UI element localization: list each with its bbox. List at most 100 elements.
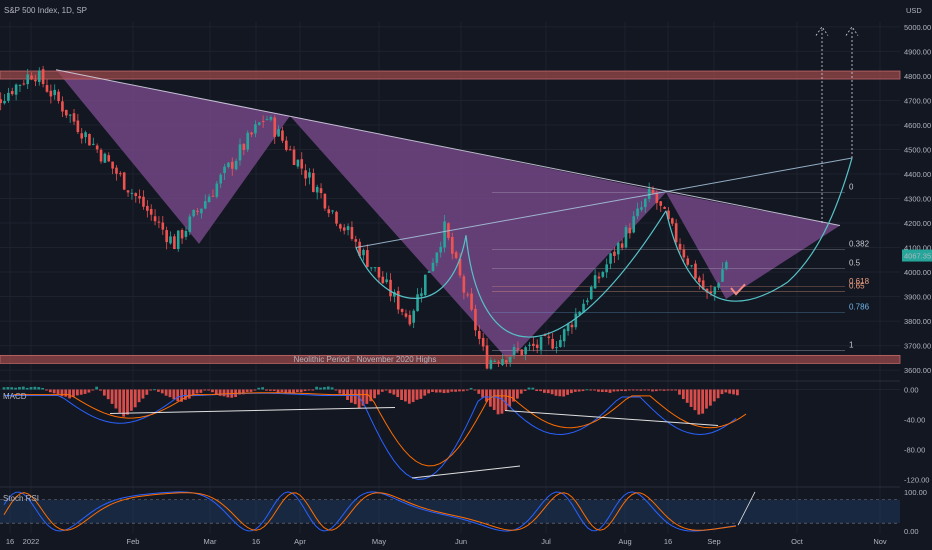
macd-bar xyxy=(21,386,25,390)
candle-body xyxy=(412,310,415,323)
macd-bar xyxy=(330,387,334,390)
time-tick-label: Sep xyxy=(707,537,720,546)
macd-bar xyxy=(473,389,477,391)
macd-bar xyxy=(157,389,160,392)
candle-body xyxy=(327,209,331,214)
time-axis: 16 2022 Feb Mar 16 Apr May Jun Jul Aug 16 Sep Oct Nov xyxy=(6,537,887,546)
candle-body xyxy=(10,91,14,95)
price-tick-label: 4800.00 xyxy=(904,72,931,81)
macd-bar xyxy=(477,389,481,394)
macd-bar xyxy=(527,387,531,390)
candle-body xyxy=(200,208,203,214)
candle-body xyxy=(184,230,188,237)
symbol-title[interactable]: S&P 500 Index, 1D, SP xyxy=(4,6,87,15)
candle-body xyxy=(566,324,570,332)
candle-body xyxy=(423,274,427,296)
macd-bar xyxy=(176,389,180,402)
fib-level-label: 0 xyxy=(849,182,854,191)
candle-body xyxy=(516,348,520,350)
candle-body xyxy=(373,267,377,269)
macd-bar xyxy=(508,389,512,407)
macd-bar xyxy=(377,389,380,395)
price-axis: 5000.00 4900.00 4800.00 4700.00 4600.00 4500.… xyxy=(902,23,932,536)
macd-bar xyxy=(404,389,407,402)
macd-bar xyxy=(585,389,589,391)
candle-body xyxy=(99,149,103,162)
macd-bar xyxy=(504,389,508,411)
macd-bar xyxy=(624,389,627,392)
candle-body xyxy=(72,113,76,122)
stoch-tick-label: 0.00 xyxy=(904,527,919,536)
candle-body xyxy=(659,201,663,206)
macd-bar xyxy=(357,389,361,408)
macd-bar xyxy=(41,387,44,390)
candle-body xyxy=(632,216,636,233)
candle-body xyxy=(119,173,122,175)
candle-body xyxy=(246,132,250,150)
macd-bar xyxy=(164,389,168,396)
candle-body xyxy=(49,90,53,97)
price-tick-label: 4200.00 xyxy=(904,219,931,228)
macd-bar xyxy=(608,389,612,393)
candle-body xyxy=(636,208,639,217)
stoch-rsi-label[interactable]: Stoch RSI xyxy=(3,494,39,503)
macd-bar xyxy=(338,389,342,394)
candle-body xyxy=(354,239,358,242)
candle-body xyxy=(667,210,670,220)
stoch-d-line xyxy=(3,492,737,531)
macd-bar xyxy=(160,389,164,394)
macd-tick-label: 0.00 xyxy=(904,386,919,395)
candle-body xyxy=(308,172,311,178)
candle-body xyxy=(230,161,234,169)
macd-bar xyxy=(701,389,705,414)
macd-bar xyxy=(91,389,95,391)
candle-body xyxy=(562,329,566,342)
candle-body xyxy=(620,243,624,248)
time-tick-label: Jul xyxy=(541,537,551,546)
cup-curve-left xyxy=(355,235,467,299)
macd-divergence-line xyxy=(504,410,719,426)
macd-bar xyxy=(334,389,338,391)
macd-bar xyxy=(612,389,616,392)
candle-body xyxy=(535,344,539,348)
price-tick-label: 4400.00 xyxy=(904,170,931,179)
candle-body xyxy=(227,162,230,167)
stoch-tick-label: 100.00 xyxy=(904,488,927,497)
macd-bar xyxy=(87,389,91,393)
macd-bar xyxy=(141,389,145,399)
macd-bar xyxy=(6,387,10,390)
macd-bar xyxy=(14,387,17,390)
candle-body xyxy=(435,252,439,263)
macd-bar xyxy=(218,389,222,396)
candle-body xyxy=(501,358,504,365)
macd-bar xyxy=(423,389,427,396)
candle-body xyxy=(686,258,690,265)
candle-body xyxy=(134,193,138,197)
macd-bar xyxy=(400,389,403,401)
macd-bar xyxy=(299,389,303,393)
macd-bar xyxy=(531,387,535,390)
candle-body xyxy=(234,160,238,170)
stoch-band xyxy=(0,499,900,524)
candle-body xyxy=(153,216,157,222)
candle-body xyxy=(389,279,392,297)
macd-bar xyxy=(191,389,195,397)
macd-bar xyxy=(724,389,728,393)
macd-bar xyxy=(276,389,280,393)
macd-bar xyxy=(469,387,473,390)
harmonic-pattern xyxy=(56,69,840,362)
macd-bar xyxy=(68,389,72,399)
pattern-triangle xyxy=(290,115,666,362)
candle-body xyxy=(207,196,211,203)
candle-body xyxy=(570,324,574,328)
macd-bar xyxy=(654,389,658,392)
macd-bar xyxy=(319,387,322,390)
macd-bar xyxy=(75,389,79,396)
macd-bar xyxy=(442,389,446,394)
macd-bar xyxy=(434,389,438,393)
macd-bar xyxy=(589,389,593,391)
macd-label[interactable]: MACD xyxy=(3,392,27,401)
time-tick-label: May xyxy=(372,537,386,546)
candle-body xyxy=(586,300,589,303)
macd-bar xyxy=(604,389,608,393)
